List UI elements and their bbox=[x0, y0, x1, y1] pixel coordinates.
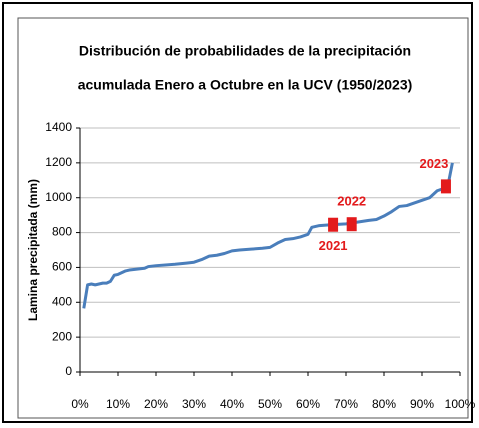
year-marker bbox=[346, 217, 357, 232]
x-tick-label: 40% bbox=[220, 397, 244, 411]
x-tick-label: 30% bbox=[182, 397, 206, 411]
x-tick-label: 60% bbox=[296, 397, 320, 411]
x-tick-label: 0% bbox=[71, 397, 89, 411]
y-tick-label: 600 bbox=[52, 260, 72, 274]
chart-frame bbox=[17, 17, 469, 419]
year-label: 2022 bbox=[337, 194, 366, 209]
y-tick-label: 1400 bbox=[45, 120, 72, 134]
y-axis-label: Lamina precipitada (mm) bbox=[26, 179, 40, 321]
x-tick-label: 50% bbox=[258, 397, 282, 411]
y-tick-label: 200 bbox=[52, 329, 72, 343]
y-tick-label: 1000 bbox=[45, 190, 72, 204]
year-label: 2023 bbox=[419, 156, 448, 171]
y-tick-label: 800 bbox=[52, 225, 72, 239]
year-marker bbox=[328, 217, 339, 232]
year-label: 2021 bbox=[319, 238, 348, 253]
x-tick-label: 10% bbox=[106, 397, 130, 411]
x-tick-label: 20% bbox=[144, 397, 168, 411]
x-tick-label: 70% bbox=[334, 397, 358, 411]
x-tick-label: 100% bbox=[445, 397, 476, 411]
line-series bbox=[82, 162, 454, 309]
x-tick-label: 90% bbox=[410, 397, 434, 411]
y-tick-label: 400 bbox=[52, 294, 72, 308]
y-tick-label: 1200 bbox=[45, 155, 72, 169]
chart-title: Distribución de probabilidades de la pre… bbox=[79, 43, 411, 59]
y-tick-label: 0 bbox=[65, 364, 72, 378]
x-tick-label: 80% bbox=[372, 397, 396, 411]
year-marker bbox=[440, 179, 451, 194]
chart-title: acumulada Enero a Octubre en la UCV (195… bbox=[78, 77, 413, 93]
